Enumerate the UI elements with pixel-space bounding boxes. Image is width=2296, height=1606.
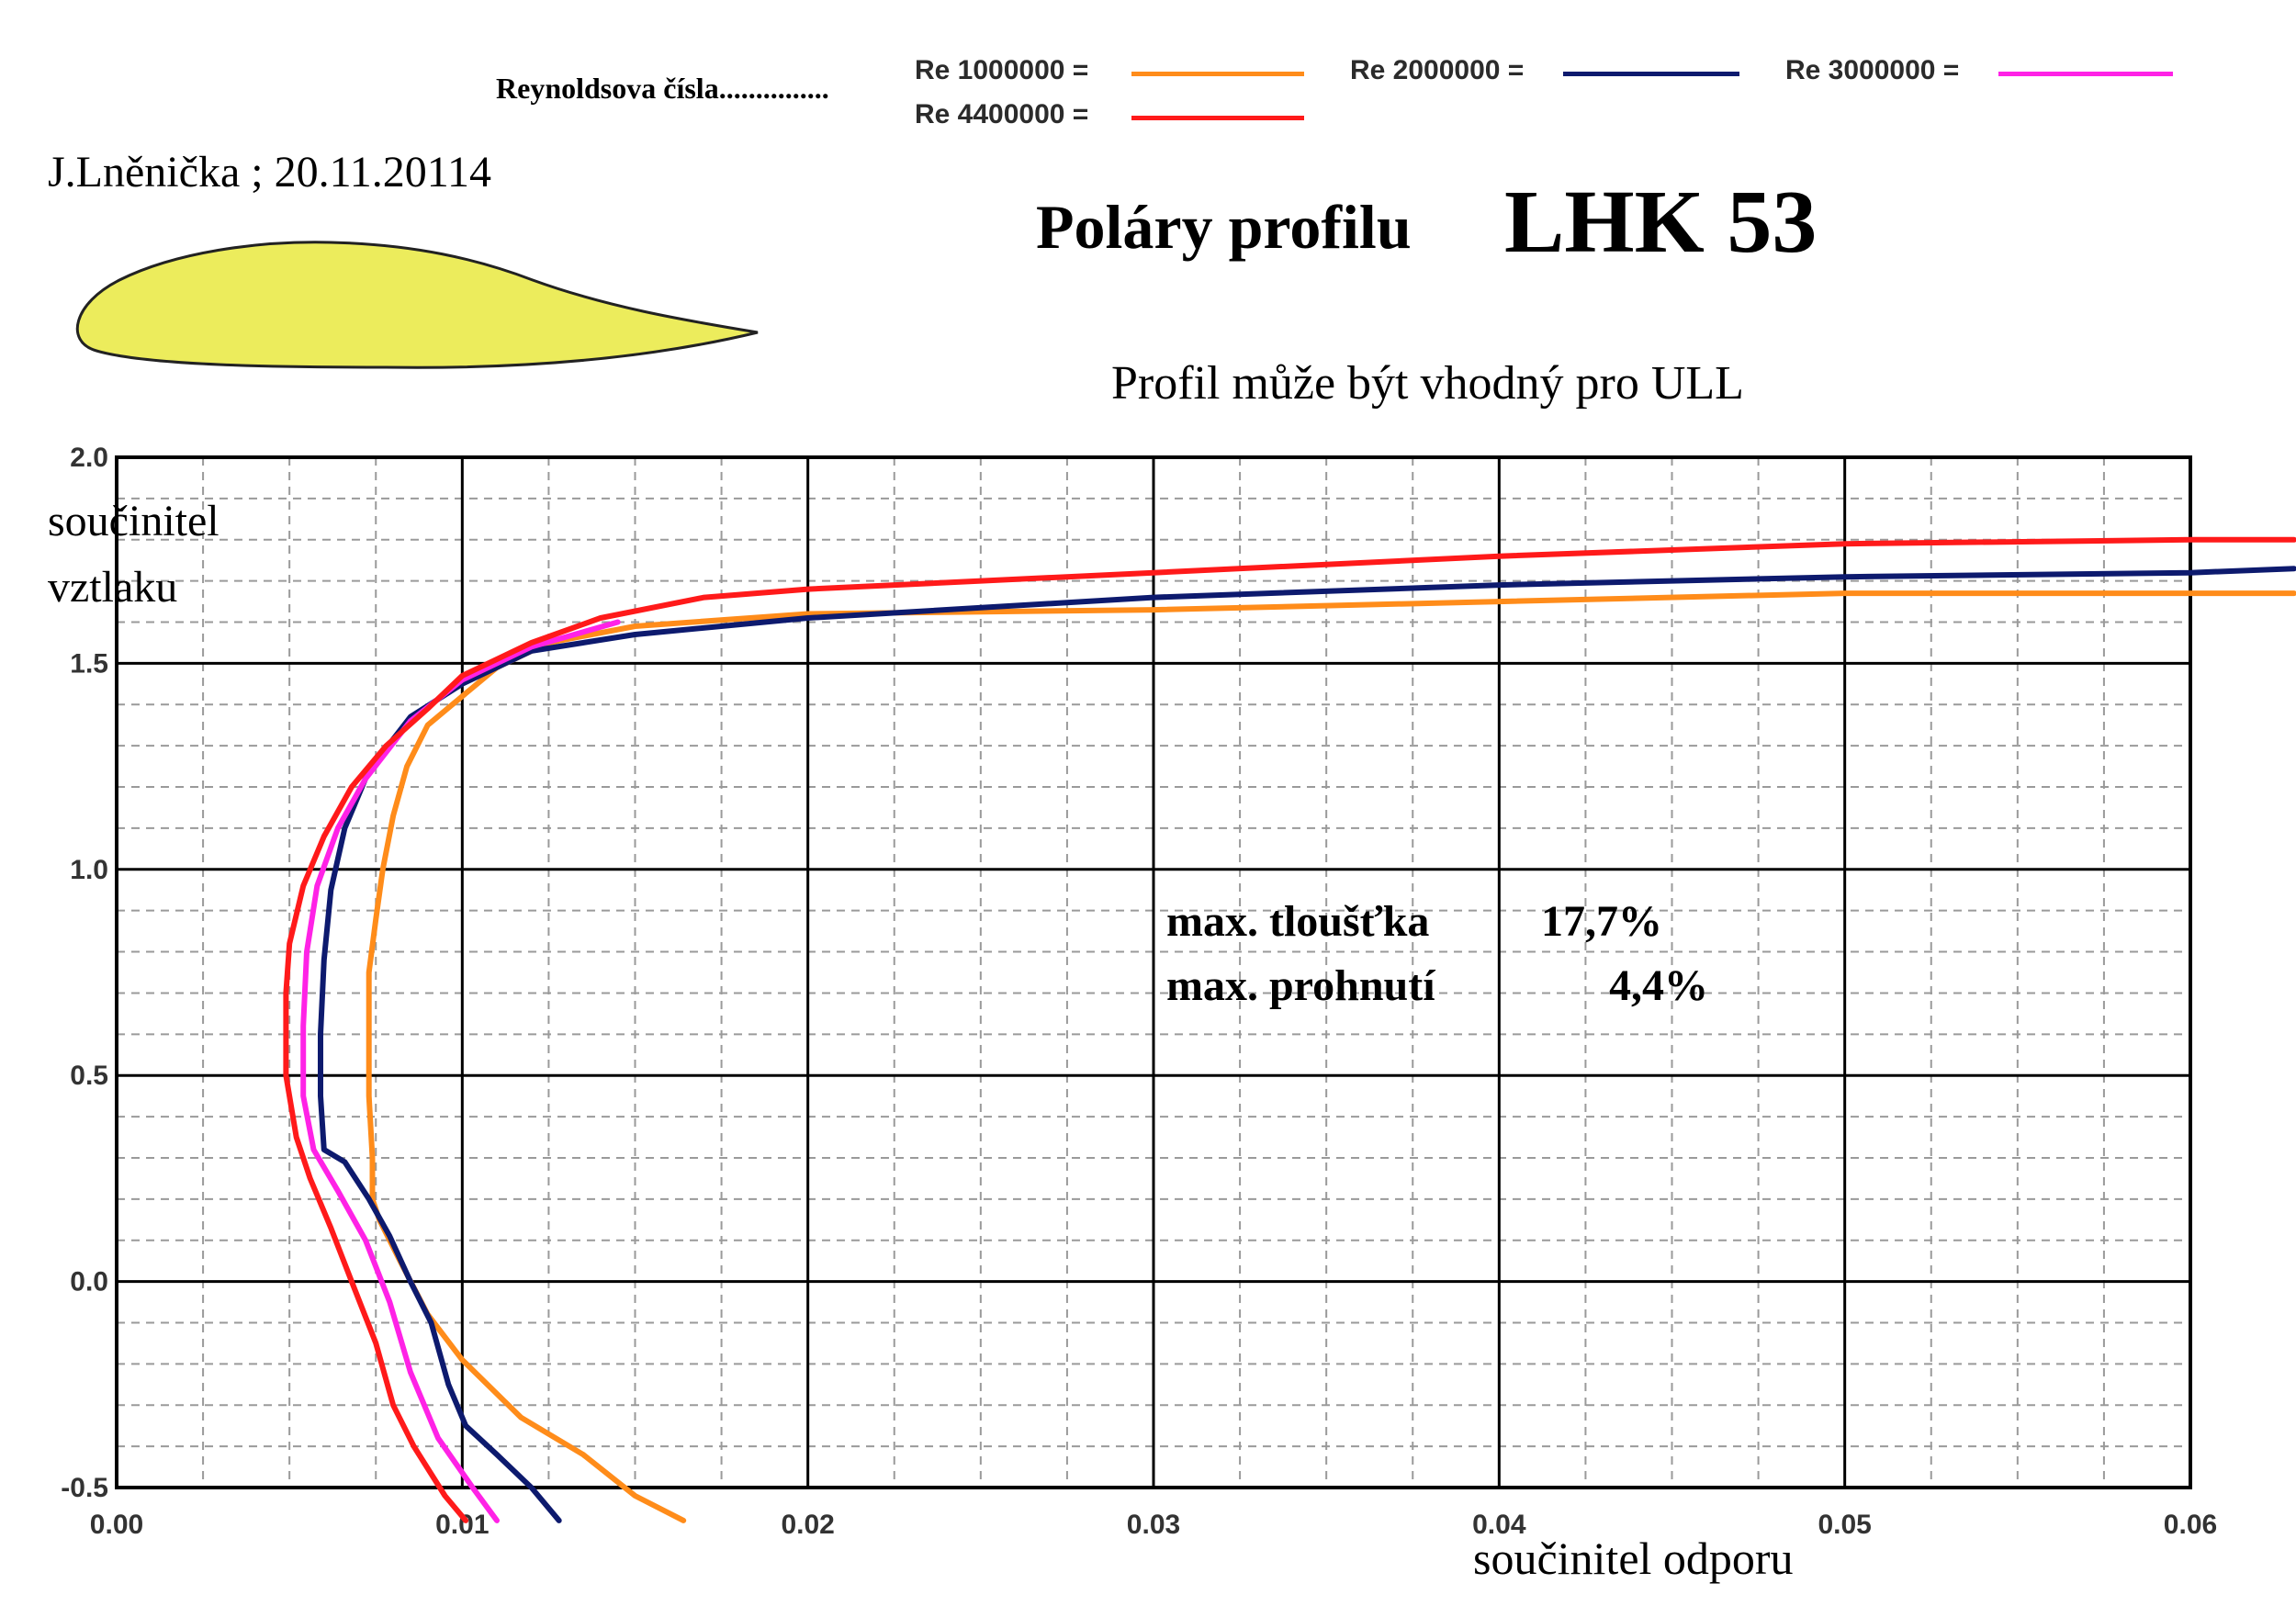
chart-subtitle: Profil může být vhodný pro ULL [1111, 357, 1744, 410]
series-line-re-1000000 [366, 590, 2296, 1523]
x-tick-label: 0.05 [1818, 1510, 1871, 1540]
x-axis-label: součinitel odporu [1473, 1533, 1794, 1584]
y-tick-label: 2.0 [70, 443, 108, 473]
y-tick-label: 0.0 [70, 1267, 108, 1297]
legend-label-re1000000: Re 1000000 = [915, 55, 1089, 85]
x-tick-label: 0.03 [1127, 1510, 1180, 1540]
series-line-re-4400000 [283, 536, 2296, 1523]
x-tick-label: 0.04 [1472, 1510, 1526, 1540]
legend-swatch-re3000000 [1998, 72, 2173, 76]
author-date-text: J.Lněnička ; 20.11.20114 [48, 148, 492, 197]
y-tick-label: 0.5 [70, 1061, 108, 1091]
plot-frame [115, 455, 2192, 1489]
x-tick-label: 0.06 [2164, 1510, 2217, 1540]
max-thickness-value: 17,7% [1541, 897, 1662, 946]
max-camber-label: max. prohnutí [1166, 961, 1435, 1010]
max-thickness-label: max. tloušťka [1166, 897, 1430, 946]
legend-label-re2000000: Re 2000000 = [1350, 55, 1525, 85]
x-tick-label: 0.00 [90, 1510, 143, 1540]
y-tick-label: -0.5 [61, 1473, 108, 1503]
airfoil-shape [75, 241, 759, 369]
legend-swatch-re2000000 [1563, 72, 1739, 76]
max-camber-value: 4,4% [1609, 961, 1708, 1010]
legend-swatch-re1000000 [1131, 72, 1304, 76]
legend-heading: Reynoldsova čísla............... [496, 72, 829, 105]
y-axis-label-line1: součinitel [48, 497, 219, 545]
legend-label-re4400000: Re 4400000 = [915, 99, 1089, 129]
y-axis-label-line2: vztlaku [48, 563, 178, 612]
x-tick-label: 0.02 [781, 1510, 834, 1540]
chart-title-prefix: Poláry profilu [1036, 192, 1412, 262]
legend-swatch-re4400000 [1131, 116, 1304, 120]
series-line-re-3000000 [300, 619, 621, 1523]
y-tick-label: 1.0 [70, 855, 108, 885]
series-line-re-2000000 [318, 566, 2296, 1523]
chart-title-profile-name: LHK 53 [1504, 173, 1818, 272]
legend-label-re3000000: Re 3000000 = [1785, 55, 1960, 85]
y-tick-label: 1.5 [70, 648, 108, 679]
